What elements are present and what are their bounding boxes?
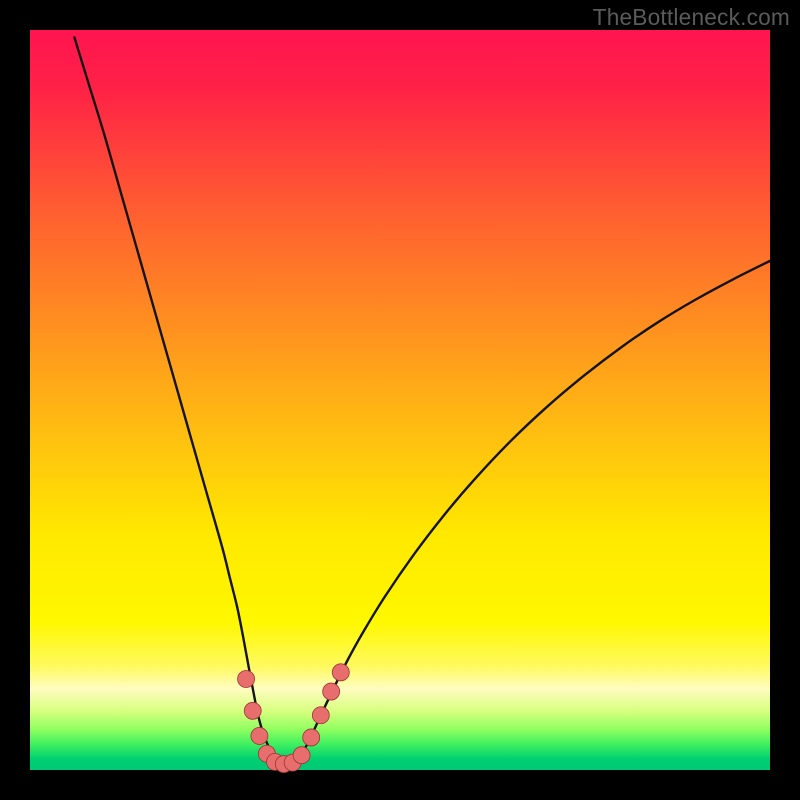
- data-marker: [244, 702, 261, 719]
- data-marker: [251, 727, 268, 744]
- bottleneck-curve: [74, 37, 770, 764]
- data-marker: [323, 683, 340, 700]
- data-marker: [312, 707, 329, 724]
- data-marker: [238, 670, 255, 687]
- data-marker: [332, 664, 349, 681]
- data-marker: [303, 729, 320, 746]
- data-marker: [293, 747, 310, 764]
- watermark-text: TheBottleneck.com: [593, 4, 790, 31]
- bottleneck-chart: [0, 0, 800, 800]
